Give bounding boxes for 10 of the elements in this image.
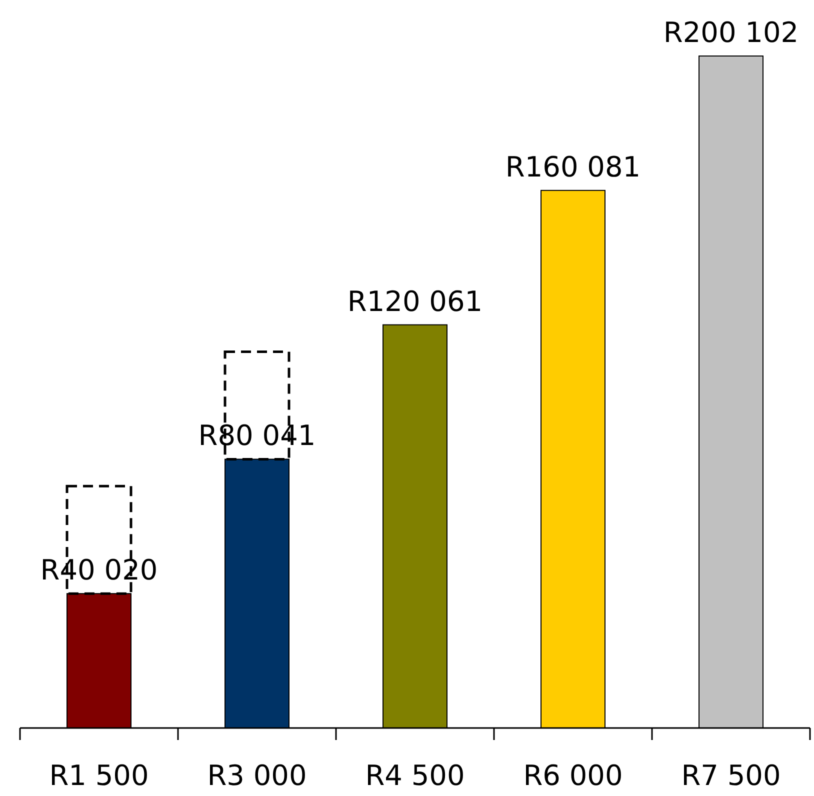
data-label: R160 081 <box>505 150 641 184</box>
data-label: R40 020 <box>40 554 158 587</box>
x-tick-label: R1 500 <box>49 759 149 792</box>
data-label: R120 061 <box>347 284 483 318</box>
x-tick-label: R6 000 <box>523 759 623 792</box>
data-label: R200 102 <box>663 16 799 49</box>
data-label: R80 041 <box>198 419 316 452</box>
x-tick-label: R3 000 <box>207 759 307 792</box>
x-tick-label: R7 500 <box>681 759 781 792</box>
x-tick-label: R4 500 <box>365 759 465 792</box>
